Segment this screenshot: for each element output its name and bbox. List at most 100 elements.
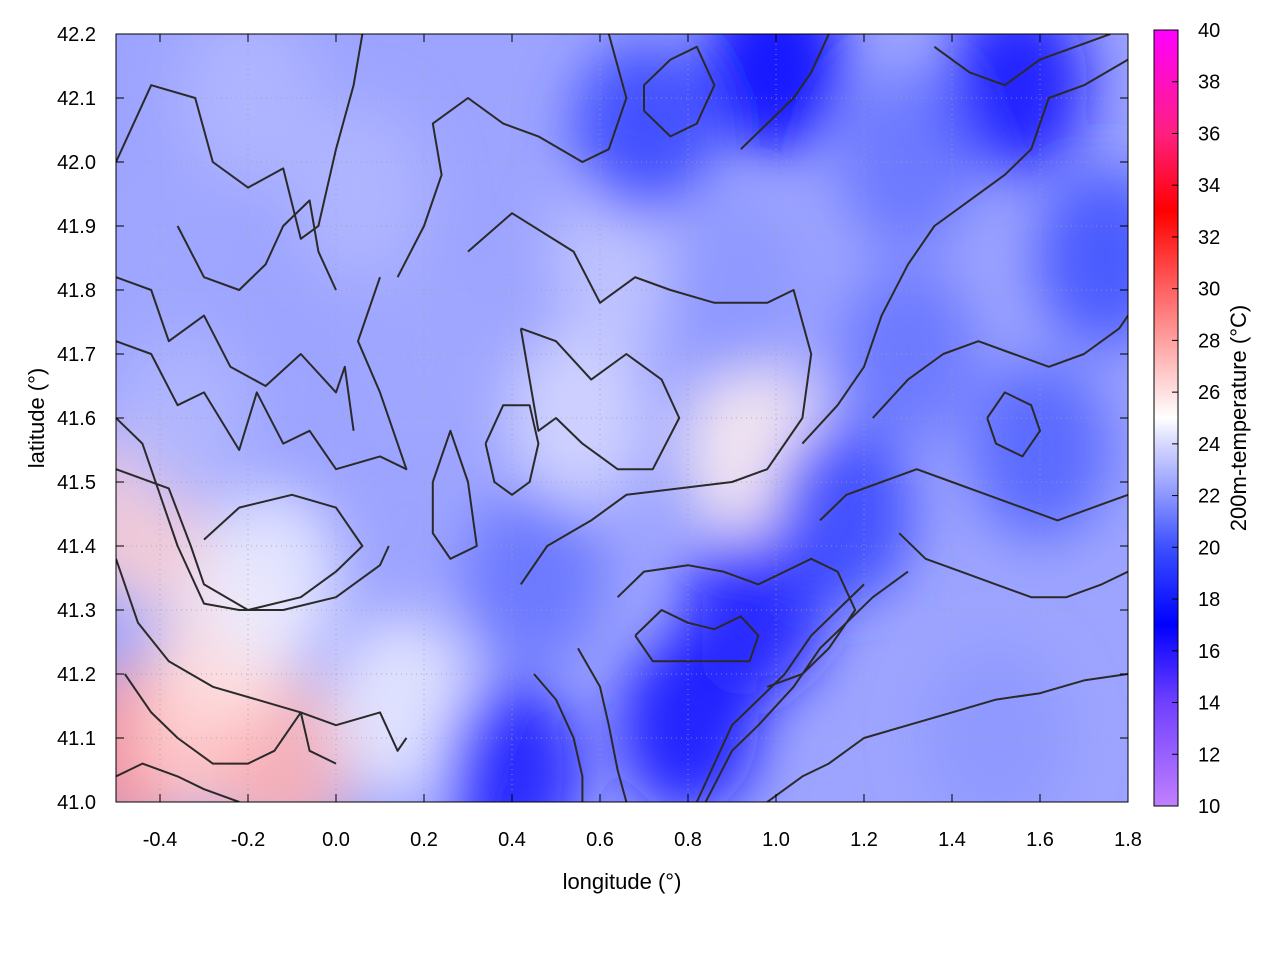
- colorbar-tick-label: 38: [1198, 72, 1220, 94]
- y-tick-label: 41.5: [57, 472, 96, 494]
- y-tick-label: 41.3: [57, 600, 96, 622]
- heatmap-sample: [199, 488, 341, 668]
- colorbar-label: 200m-temperature (°C): [1226, 305, 1251, 531]
- x-tick-label: 1.6: [1026, 829, 1054, 851]
- heatmap-sample: [771, 424, 913, 604]
- heatmap-sample: [1035, 168, 1128, 348]
- contour-line: [519, 327, 681, 471]
- colorbar-tick-label: 34: [1198, 175, 1220, 197]
- colorbar-tick-label: 22: [1198, 486, 1220, 508]
- heatmap-sample: [441, 680, 583, 802]
- contour-lines: [116, 34, 1128, 802]
- contour-line: [643, 45, 716, 138]
- heatmap-blobs: [116, 34, 1128, 802]
- contour-line: [740, 34, 830, 150]
- x-tick-label: 1.0: [762, 829, 790, 851]
- contour-line: [396, 34, 628, 278]
- colorbar-ticks: 10 12 14 16 18 20 22 24 26 28 30 32 34 36 38 40: [1172, 20, 1220, 818]
- heatmap-sample: [837, 72, 979, 252]
- contour-line: [577, 647, 628, 802]
- contour-line: [116, 276, 408, 471]
- contour-line: [898, 532, 1128, 599]
- colorbar-tick-label: 28: [1198, 330, 1220, 352]
- y-tick-label: 41.6: [57, 408, 96, 430]
- heatmap-sample: [947, 34, 1089, 175]
- colorbar-tick-label: 26: [1198, 382, 1220, 404]
- x-axis-label: longitude (°): [563, 869, 682, 894]
- colorbar-tick-label: 12: [1198, 744, 1220, 766]
- heatmap-sample: [177, 34, 319, 188]
- y-tick-label: 42.0: [57, 152, 96, 174]
- plot-area: [115, 33, 1129, 803]
- x-tick-label: 1.2: [850, 829, 878, 851]
- y-tick-label: 41.2: [57, 664, 96, 686]
- heatmap-field: [116, 34, 1128, 802]
- contour-line: [123, 673, 337, 765]
- contour-line: [616, 557, 857, 688]
- x-tick-label: 0.6: [586, 829, 614, 851]
- colorbar-tick-label: 32: [1198, 227, 1220, 249]
- y-axis-label: latitude (°): [24, 368, 49, 469]
- y-tick-label: 41.1: [57, 728, 96, 750]
- colorbar-tick-label: 18: [1198, 589, 1220, 611]
- y-tick-label: 41.0: [57, 792, 96, 814]
- contour-line: [431, 429, 478, 560]
- y-tick-label: 42.2: [57, 24, 96, 46]
- colorbar-gradient: [1153, 29, 1179, 807]
- grid-lines: [116, 34, 1128, 802]
- y-tick-label: 41.7: [57, 344, 96, 366]
- colorbar-tick-label: 36: [1198, 123, 1220, 145]
- contour-line: [872, 315, 1128, 419]
- heatmap-sample: [463, 488, 605, 668]
- y-axis-ticks: 41.0 41.1 41.2 41.3 41.4 41.5 41.6 41.7 41.8 41.9…: [57, 24, 1128, 814]
- contour-line: [116, 276, 355, 431]
- heatmap-sample: [573, 40, 715, 220]
- colorbar-tick-label: 20: [1198, 537, 1220, 559]
- x-tick-label: 0.8: [674, 829, 702, 851]
- contour-line: [634, 609, 760, 663]
- colorbar-tick-label: 10: [1198, 796, 1220, 818]
- contour-line: [695, 583, 865, 802]
- heatmap-sample: [287, 104, 429, 284]
- contour-line: [704, 570, 909, 802]
- x-tick-label: -0.2: [231, 829, 265, 851]
- y-tick-label: 41.4: [57, 536, 96, 558]
- x-tick-label: 0.2: [410, 829, 438, 851]
- colorbar: 10 12 14 16 18 20 22 24 26 28 30 32 34 36 38 40 200m-te…: [1153, 20, 1251, 818]
- contour-line: [801, 58, 1128, 445]
- contour-line: [176, 199, 337, 291]
- colorbar-tick-label: 24: [1198, 434, 1220, 456]
- y-tick-label: 42.1: [57, 88, 96, 110]
- y-tick-label: 41.8: [57, 280, 96, 302]
- colorbar-tick-label: 40: [1198, 20, 1220, 42]
- contour-line: [484, 404, 540, 496]
- heatmap-sample: [116, 328, 253, 508]
- contour-line: [467, 212, 813, 585]
- contour-line: [116, 762, 240, 802]
- y-tick-label: 41.9: [57, 216, 96, 238]
- heatmap-sample: [837, 264, 979, 444]
- contour-line: [933, 34, 1111, 87]
- contour-line: [533, 673, 584, 802]
- heatmap-sample: [331, 616, 473, 796]
- x-tick-label: 0.4: [498, 829, 526, 851]
- heatmap-sample: [507, 328, 649, 508]
- contour-line: [986, 391, 1041, 458]
- colorbar-tick-label: 14: [1198, 693, 1220, 715]
- colorbar-tick-label: 16: [1198, 641, 1220, 663]
- contour-line: [116, 34, 364, 240]
- x-tick-label: 1.4: [938, 829, 966, 851]
- x-tick-label: -0.4: [143, 829, 177, 851]
- contour-line: [116, 558, 408, 752]
- heatmap-sample: [116, 168, 231, 348]
- x-axis-ticks: -0.4 -0.2 0.0 0.2 0.4 0.6 0.8 1.0 1.2 1.4 1.6 1.8: [143, 34, 1142, 851]
- colorbar-tick-label: 30: [1198, 279, 1220, 301]
- x-tick-label: 1.8: [1114, 829, 1142, 851]
- contour-line: [116, 468, 364, 611]
- contour-line: [819, 468, 1128, 522]
- contour-line: [116, 417, 390, 611]
- heatmap-sample: [925, 648, 1067, 802]
- x-tick-label: 0.0: [322, 829, 350, 851]
- contour-line: [766, 673, 1128, 802]
